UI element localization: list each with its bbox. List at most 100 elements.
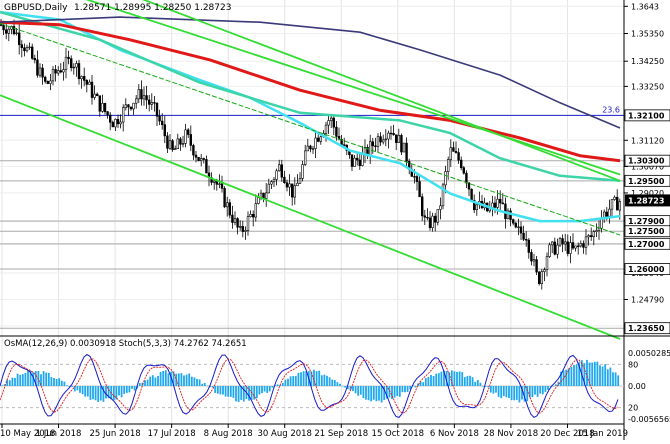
candle: [327, 115, 330, 135]
osma-bar: [177, 373, 180, 386]
candle: [213, 178, 216, 190]
candle: [109, 112, 112, 131]
osma-bar: [21, 374, 24, 386]
osma-bar: [227, 386, 230, 397]
osma-bar: [318, 370, 321, 386]
candle: [332, 115, 335, 136]
candle-body: [252, 213, 255, 218]
candle: [5, 20, 8, 40]
candle: [439, 197, 442, 220]
candle: [200, 153, 203, 167]
time-tick-label: 30 Aug 2018: [258, 429, 312, 439]
candle-body: [179, 138, 182, 145]
osma-bar: [456, 371, 458, 386]
price-tick-label: 1.34250: [631, 57, 664, 66]
osma-bar: [55, 379, 58, 386]
candle-body: [587, 235, 590, 238]
candle: [129, 106, 133, 111]
candle: [181, 135, 185, 148]
candle-body: [137, 89, 140, 100]
osma-bar: [599, 365, 601, 386]
candle: [270, 180, 273, 190]
time-tick-label: 17 Jul 2018: [148, 429, 196, 439]
candle: [116, 114, 120, 128]
candle-body: [446, 159, 450, 172]
candle: [535, 256, 538, 275]
candle: [285, 179, 289, 192]
osma-bar: [159, 371, 162, 386]
candle: [589, 227, 593, 241]
osma-bar: [118, 386, 120, 396]
osma-bar: [336, 382, 339, 386]
candle: [379, 132, 382, 146]
osma-bar: [170, 371, 172, 386]
candle: [83, 67, 86, 87]
candle: [342, 137, 346, 148]
candle-body: [140, 89, 143, 100]
candle-body: [189, 134, 192, 146]
candle-body: [371, 141, 374, 147]
candle-body: [223, 188, 226, 208]
candle: [576, 242, 580, 255]
candle: [527, 238, 531, 259]
candle-body: [77, 63, 81, 80]
price-axis[interactable]: 1.3643 1.35350 1.34250 1.33250 1.31120 1.3007…: [624, 2, 670, 335]
osma-bar: [383, 386, 386, 400]
candle-body: [329, 117, 333, 121]
osma-bar: [380, 386, 383, 403]
candle: [436, 209, 439, 226]
candle: [54, 65, 57, 82]
candle: [264, 183, 268, 207]
osma-bar: [11, 377, 14, 386]
osma-bar: [489, 386, 492, 393]
candle: [166, 132, 169, 154]
candle-body: [459, 159, 463, 168]
candle: [30, 43, 34, 60]
candle: [615, 189, 619, 211]
candle: [309, 144, 312, 153]
osma-bar: [346, 386, 349, 390]
candle: [433, 213, 437, 232]
candle: [558, 236, 562, 247]
candle-body: [465, 172, 468, 184]
candle: [613, 195, 616, 201]
candle-body: [524, 239, 528, 241]
osma-bar: [107, 386, 110, 399]
candle-body: [584, 236, 588, 248]
candle-body: [90, 81, 94, 98]
time-tick-label: 28 Nov 2018: [484, 429, 538, 439]
candle-body: [358, 159, 361, 166]
candle-body: [17, 32, 21, 46]
price-tick-label: 1.30070: [631, 162, 664, 171]
osma-bar: [19, 374, 22, 386]
candle-body: [589, 235, 593, 237]
candle: [51, 66, 55, 86]
candle: [241, 220, 244, 238]
candle: [145, 85, 148, 109]
candle-body: [290, 183, 294, 198]
osma-bar: [47, 372, 50, 386]
candle: [392, 124, 395, 136]
candle-body: [379, 136, 382, 143]
osma-bar: [66, 385, 68, 386]
osma-bar: [263, 386, 266, 392]
candle: [397, 128, 400, 143]
osma-bar: [453, 371, 456, 386]
candle-body: [23, 47, 26, 52]
osma-bar: [567, 368, 570, 386]
candle-body: [41, 67, 44, 78]
candle-body: [387, 132, 390, 140]
osma-bar: [565, 369, 568, 386]
candle: [350, 154, 354, 172]
candle-body: [25, 47, 29, 52]
candle: [161, 113, 164, 130]
candle: [111, 120, 115, 128]
candle-body: [449, 147, 452, 160]
osma-bar: [289, 376, 292, 386]
indicator-lines: [0, 0, 621, 340]
osma-bar: [292, 376, 295, 386]
candle: [46, 80, 50, 85]
osma-bar: [58, 378, 61, 386]
